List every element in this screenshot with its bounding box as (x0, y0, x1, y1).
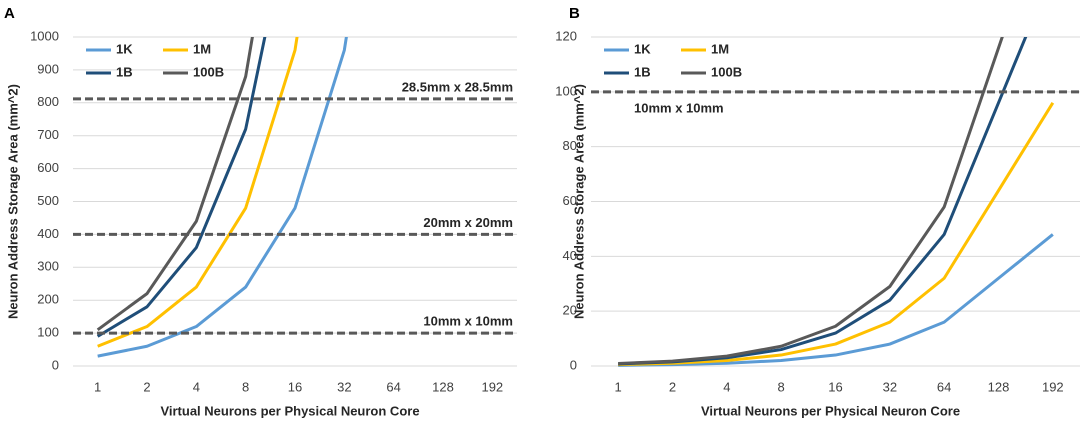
y-tick-label: 400 (37, 226, 59, 241)
chart: A 0 100 200 300 400 500 600 700 800 900 1000 1 2 4 8 16 3… (4, 5, 517, 418)
x-axis-label: Virtual Neurons per Physical Neuron Core (160, 403, 419, 418)
y-tick-label: 600 (37, 160, 59, 175)
legend-label: 100B (711, 64, 742, 79)
y-tick-label: 900 (37, 61, 59, 76)
panel-label: A (4, 5, 15, 22)
y-tick-label: 40 (563, 248, 577, 263)
reference-label: 20mm x 20mm (423, 215, 513, 230)
x-tick-label: 192 (1042, 379, 1064, 394)
y-tick-label: 700 (37, 127, 59, 142)
x-tick-label: 8 (778, 379, 785, 394)
x-tick-label: 192 (481, 379, 503, 394)
legend-label: 1B (634, 64, 651, 79)
x-tick-label: 128 (432, 379, 454, 394)
legend-label: 1M (193, 41, 211, 56)
plot-area (618, 37, 1055, 367)
x-tick-label: 1 (615, 379, 622, 394)
series-line (618, 37, 1028, 366)
y-tick-label: 0 (570, 357, 577, 372)
chart: B 0 20 40 60 80 100 120 1 2 4 8 16 32 64 128 192 Virtual … (555, 5, 1080, 418)
x-tick-label: 8 (242, 379, 249, 394)
series-line (96, 37, 267, 338)
x-tick-label: 128 (988, 379, 1010, 394)
plot-area (96, 37, 348, 358)
x-tick-label: 16 (288, 379, 302, 394)
y-axis-label: Neuron Address Storage Area (mm^2) (5, 84, 20, 319)
y-tick-label: 60 (563, 193, 577, 208)
y-tick-label: 500 (37, 193, 59, 208)
y-tick-label: 120 (555, 28, 577, 43)
y-tick-label: 0 (52, 357, 59, 372)
legend-label: 1K (634, 41, 651, 56)
y-axis-label: Neuron Address Storage Area (mm^2) (571, 84, 586, 319)
legend-label: 100B (193, 64, 224, 79)
x-tick-label: 32 (337, 379, 351, 394)
series-line (96, 37, 254, 332)
x-tick-label: 4 (723, 379, 730, 394)
y-tick-label: 200 (37, 292, 59, 307)
y-tick-label: 20 (563, 303, 577, 318)
y-tick-label: 100 (555, 83, 577, 98)
reference-label: 10mm x 10mm (423, 314, 513, 329)
y-tick-label: 300 (37, 259, 59, 274)
x-tick-label: 2 (143, 379, 150, 394)
reference-label: 10mm x 10mm (634, 100, 724, 115)
x-tick-label: 32 (883, 379, 897, 394)
x-tick-label: 4 (193, 379, 200, 394)
series-line (97, 37, 348, 358)
series-line (618, 37, 1004, 366)
legend-label: 1M (711, 41, 729, 56)
y-tick-label: 1000 (30, 28, 59, 43)
y-tick-label: 100 (37, 325, 59, 340)
y-tick-label: 80 (563, 138, 577, 153)
series-line (618, 233, 1054, 367)
x-tick-label: 1 (94, 379, 101, 394)
panel-label: B (569, 5, 580, 22)
legend-label: 1B (116, 64, 133, 79)
x-tick-label: 16 (828, 379, 842, 394)
x-tick-label: 64 (386, 379, 400, 394)
x-tick-label: 64 (937, 379, 951, 394)
legend-label: 1K (116, 41, 133, 56)
series-line (97, 37, 299, 348)
x-axis-label: Virtual Neurons per Physical Neuron Core (701, 403, 960, 418)
y-tick-label: 800 (37, 94, 59, 109)
x-tick-label: 2 (669, 379, 676, 394)
reference-label: 28.5mm x 28.5mm (402, 79, 513, 94)
series-line (618, 102, 1055, 367)
